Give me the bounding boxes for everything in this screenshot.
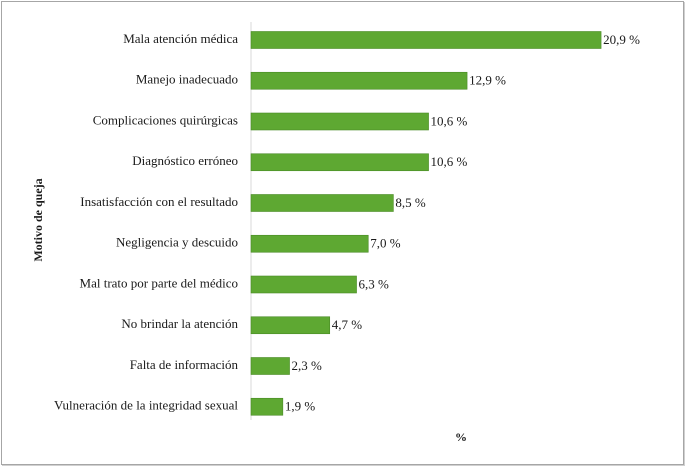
value-label: 10,6 %: [431, 154, 468, 169]
value-labels: 20,9 % 12,9 % 10,6 % 10,6 % 8,5 % 7,0 % 6,3 % 4…: [285, 32, 640, 414]
x-axis-title: %: [455, 430, 467, 444]
bar: [250, 194, 394, 212]
category-label: Manejo inadecuado: [136, 72, 238, 87]
chart-frame: Mala atención médica Manejo inadecuado Com…: [1, 1, 684, 465]
category-label: Insatisfacción con el resultado: [80, 194, 238, 209]
category-label: Diagnóstico erróneo: [132, 153, 238, 168]
bars-group: [250, 31, 602, 416]
bar: [250, 31, 602, 49]
bar: [250, 316, 331, 335]
value-label: 10,6 %: [431, 113, 468, 128]
bar-chart: Mala atención médica Manejo inadecuado Com…: [31, 22, 640, 444]
bar: [250, 71, 468, 90]
category-label: Mala atención médica: [123, 31, 238, 46]
category-label: Mal trato por parte del médico: [80, 275, 238, 290]
value-label: 20,9 %: [603, 32, 640, 47]
bar: [250, 112, 429, 131]
value-label: 8,5 %: [395, 195, 426, 210]
category-label: Negligencia y descuido: [116, 235, 238, 250]
y-axis-title: Motivo de queja: [31, 178, 45, 261]
bar: [250, 357, 290, 375]
category-label: No brindar la atención: [121, 316, 238, 331]
bar: [250, 153, 429, 172]
bar: [250, 397, 284, 416]
category-label: Falta de información: [130, 357, 239, 372]
value-label: 6,3 %: [359, 276, 390, 291]
value-label: 1,9 %: [285, 399, 316, 414]
value-label: 12,9 %: [469, 73, 506, 88]
value-label: 2,3 %: [292, 358, 323, 373]
category-label: Complicaciones quirúrgicas: [93, 112, 238, 127]
category-label: Vulneración de la integridad sexual: [54, 398, 238, 413]
bar: [250, 234, 369, 253]
value-label: 7,0 %: [370, 236, 401, 251]
category-labels: Mala atención médica Manejo inadecuado Com…: [54, 31, 239, 413]
value-label: 4,7 %: [332, 317, 363, 332]
bar: [250, 275, 357, 294]
